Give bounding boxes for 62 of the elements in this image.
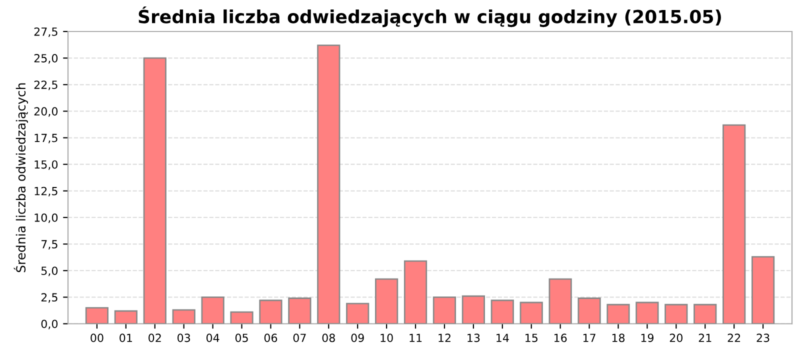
x-tick-label: 17 xyxy=(583,334,596,342)
bar xyxy=(230,311,254,324)
y-tick-label: 7,5 xyxy=(42,240,58,250)
bar xyxy=(346,302,370,324)
x-tick-label: 10 xyxy=(380,334,393,342)
bar xyxy=(636,302,659,324)
x-tick-label: 03 xyxy=(178,334,190,342)
x-tick-label: 02 xyxy=(148,334,161,342)
x-tick-label: 07 xyxy=(293,334,306,342)
y-tick-label: 22,5 xyxy=(34,80,58,90)
x-tick-label: 23 xyxy=(756,334,770,342)
y-tick-label: 12,5 xyxy=(34,186,58,196)
x-tick-label: 04 xyxy=(206,334,220,342)
x-tick-label: 18 xyxy=(612,334,625,342)
y-tick-label: 15,0 xyxy=(34,160,58,170)
y-tick-label: 5,0 xyxy=(41,266,58,276)
bar xyxy=(490,300,514,324)
x-tick-label: 05 xyxy=(235,334,248,342)
bar xyxy=(520,302,543,324)
x-tick-label: 14 xyxy=(496,334,509,342)
bar xyxy=(404,260,428,324)
bar xyxy=(172,309,196,324)
bar xyxy=(694,304,717,324)
bar xyxy=(317,44,340,324)
x-tick-label: 16 xyxy=(554,334,567,342)
bar xyxy=(462,295,485,324)
x-tick-label: 15 xyxy=(526,334,538,342)
bar xyxy=(722,124,746,324)
bar xyxy=(578,298,601,324)
bar xyxy=(201,296,224,324)
bar xyxy=(432,296,456,324)
y-tick-label: 0,0 xyxy=(41,320,58,330)
chart-title: Średnia liczba odwiedzających w ciągu godziny (2015.05) xyxy=(138,6,721,28)
y-tick-label: 17,5 xyxy=(34,134,58,144)
x-tick-label: 06 xyxy=(264,334,278,342)
bar xyxy=(375,278,398,324)
bar xyxy=(751,256,775,324)
x-tick-label: 12 xyxy=(438,334,450,342)
x-tick-label: 13 xyxy=(468,334,480,342)
bar xyxy=(606,304,630,324)
bar xyxy=(548,278,572,324)
y-tick-label: 25,0 xyxy=(34,54,58,64)
x-tick-label: 01 xyxy=(120,334,132,342)
y-tick-label: 2,5 xyxy=(41,293,58,303)
x-tick-label: 09 xyxy=(351,334,364,342)
bar xyxy=(114,310,138,324)
x-tick-label: 11 xyxy=(410,334,422,342)
y-tick-label: 10,0 xyxy=(34,213,58,223)
x-tick-label: 00 xyxy=(90,334,104,342)
bar xyxy=(664,304,688,324)
bar xyxy=(259,300,282,324)
x-tick-label: 22 xyxy=(728,334,740,342)
x-tick-label: 20 xyxy=(670,334,682,342)
bar xyxy=(143,57,166,324)
y-tick-label: 27,5 xyxy=(34,27,58,38)
bar xyxy=(288,298,312,324)
bar xyxy=(85,307,109,324)
x-tick-label: 08 xyxy=(322,334,335,342)
y-tick-label: 20,0 xyxy=(34,107,58,117)
x-tick-label: 21 xyxy=(698,334,712,342)
y-axis-title: Średnia liczba odwiedzających xyxy=(14,83,28,272)
x-tick-label: 19 xyxy=(641,334,654,342)
